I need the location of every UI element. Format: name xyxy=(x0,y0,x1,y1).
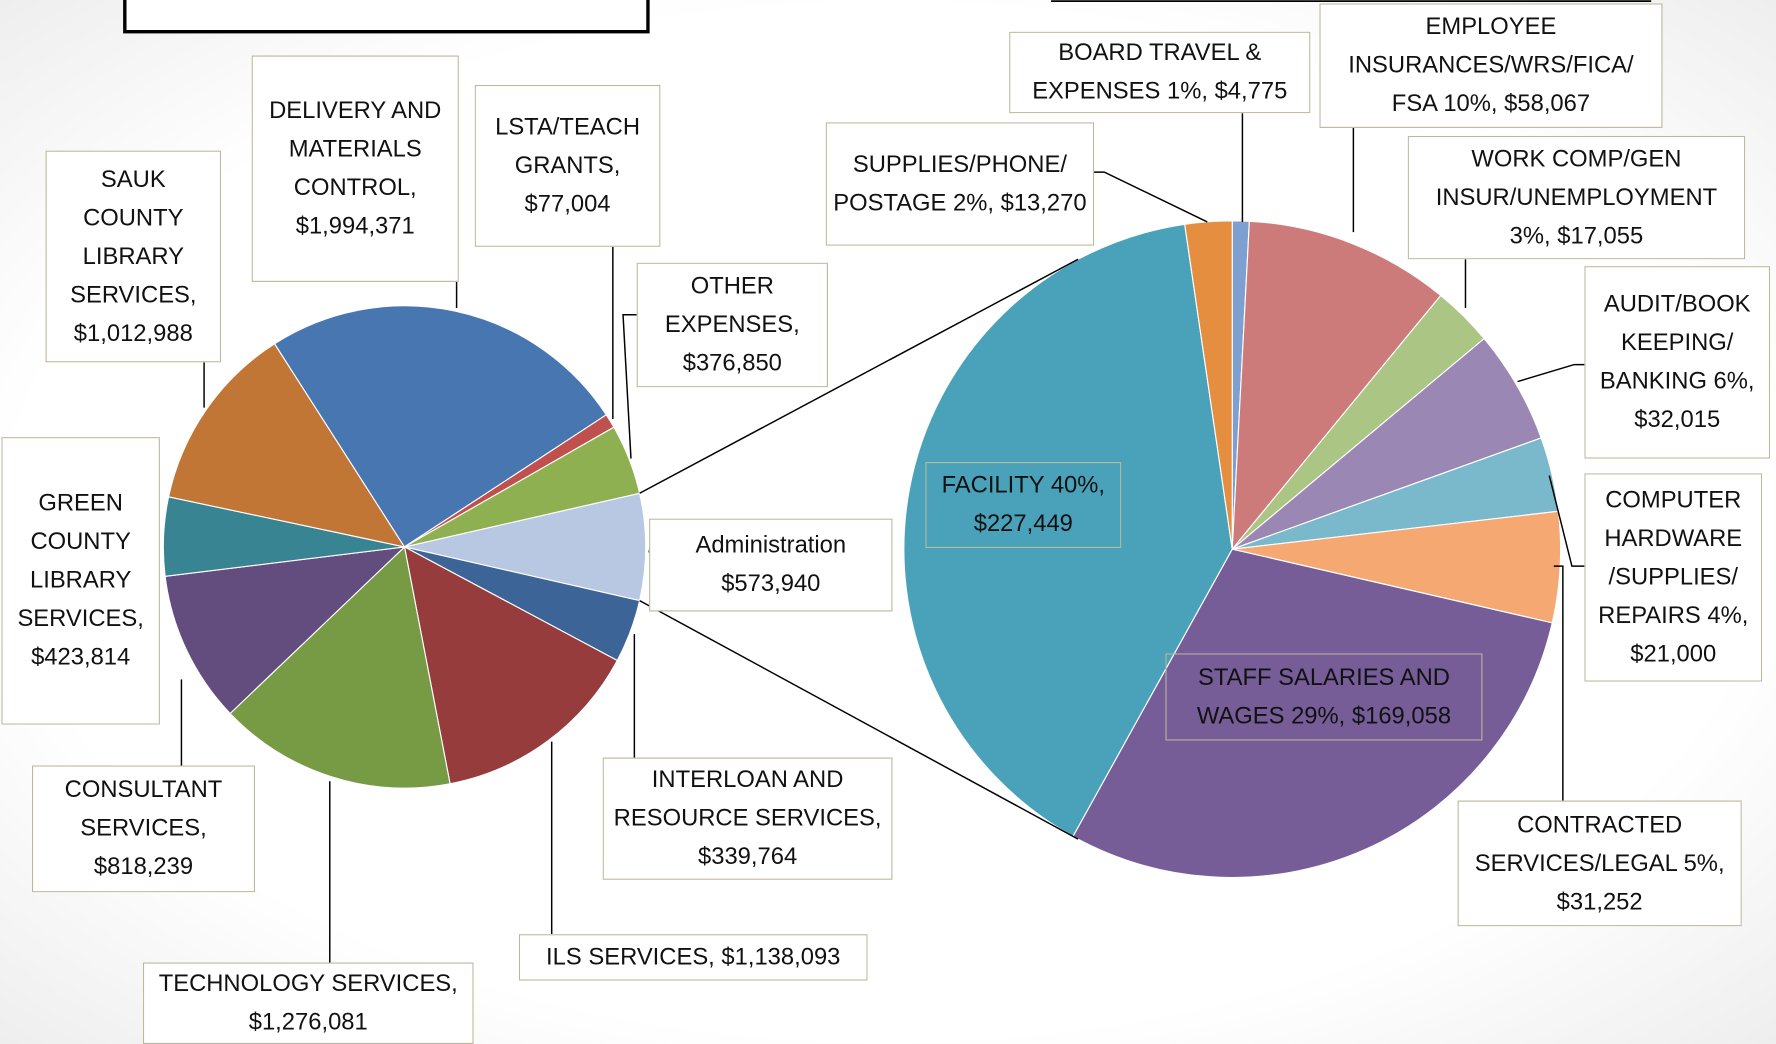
label-box: SUPPLIES/PHONE/ POSTAGE 2%, $13,270 xyxy=(825,122,1095,246)
label-box: GREEN COUNTY LIBRARY SERVICES, $423,814 xyxy=(1,437,160,725)
data-label: OTHER EXPENSES, $376,850 xyxy=(636,262,828,388)
label-box: AUDIT/BOOK KEEPING/ BANKING 6%, $32,015 xyxy=(1584,266,1771,459)
pie-slice xyxy=(404,492,647,602)
label-box: INTERLOAN AND RESOURCE SERVICES, $339,76… xyxy=(602,757,893,880)
label-box: FACILITY 40%, $227,449 xyxy=(925,461,1122,549)
data-label: SAUK COUNTY LIBRARY SERVICES, $1,012,988 xyxy=(45,150,222,363)
data-label: CONTRACTED SERVICES/LEGAL 5%, $31,252 xyxy=(1457,800,1742,927)
label-box: LSTA/TEACH GRANTS, $77,004 xyxy=(474,84,661,247)
label-box: COMPUTER HARDWARE /SUPPLIES/ REPAIRS 4%,… xyxy=(1584,473,1763,682)
data-label: INTERLOAN AND RESOURCE SERVICES, $339,76… xyxy=(602,757,893,880)
data-label: AUDIT/BOOK KEEPING/ BANKING 6%, $32,015 xyxy=(1584,266,1771,459)
label-box: EMPLOYEE INSURANCES/WRS/FICA/ FSA 10%, $… xyxy=(1319,3,1663,128)
data-label: LSTA/TEACH GRANTS, $77,004 xyxy=(474,84,661,247)
data-label: EMPLOYEE INSURANCES/WRS/FICA/ FSA 10%, $… xyxy=(1319,3,1663,128)
data-label: FACILITY 40%, $227,449 xyxy=(925,461,1122,549)
data-label: CONSULTANT SERVICES, $818,239 xyxy=(31,765,256,893)
data-label: STAFF SALARIES AND WAGES 29%, $169,058 xyxy=(1165,653,1483,741)
connector-line xyxy=(639,258,1079,494)
data-label: BOARD TRAVEL & EXPENSES 1%, $4,775 xyxy=(1009,31,1311,114)
pie-slice xyxy=(1184,220,1233,550)
label-box: WORK COMP/GEN INSUR/UNEMPLOYMENT 3%, $17… xyxy=(1407,135,1746,260)
pie-slice xyxy=(164,546,407,715)
pie-slice xyxy=(273,305,608,548)
data-label: TECHNOLOGY SERVICES, $1,276,081 xyxy=(142,962,474,1044)
data-label: SUPPLIES/PHONE/ POSTAGE 2%, $13,270 xyxy=(825,122,1095,246)
data-label: ILS SERVICES, $1,138,093 xyxy=(518,934,868,981)
label-box: OTHER EXPENSES, $376,850 xyxy=(636,262,828,388)
data-label: COMPUTER HARDWARE /SUPPLIES/ REPAIRS 4%,… xyxy=(1584,473,1763,682)
leader-line xyxy=(1094,171,1208,223)
pie-slice xyxy=(167,342,406,548)
label-box: STAFF SALARIES AND WAGES 29%, $169,058 xyxy=(1165,653,1483,741)
pie-slice xyxy=(1072,548,1553,879)
leader-line xyxy=(1553,565,1564,801)
title-box xyxy=(123,0,650,34)
connector-line xyxy=(639,599,1079,840)
label-box: CONSULTANT SERVICES, $818,239 xyxy=(31,765,256,893)
label-box: TECHNOLOGY SERVICES, $1,276,081 xyxy=(142,962,474,1044)
data-label: GREEN COUNTY LIBRARY SERVICES, $423,814 xyxy=(1,437,160,725)
pie-slice xyxy=(229,545,451,789)
data-label: Administration $573,940 xyxy=(649,518,893,612)
leader-line xyxy=(1548,475,1585,567)
label-box: DELIVERY AND MATERIALS CONTROL, $1,994,3… xyxy=(251,55,459,282)
pie-slice xyxy=(1231,220,1442,551)
data-label: WORK COMP/GEN INSUR/UNEMPLOYMENT 3%, $17… xyxy=(1407,135,1746,260)
label-box: ILS SERVICES, $1,138,093 xyxy=(518,934,868,981)
pie-slice xyxy=(403,545,619,785)
label-box: Administration $573,940 xyxy=(649,518,893,612)
label-box: BOARD TRAVEL & EXPENSES 1%, $4,775 xyxy=(1009,31,1311,114)
label-box: CONTRACTED SERVICES/LEGAL 5%, $31,252 xyxy=(1457,800,1742,927)
leader-line xyxy=(1517,363,1585,383)
data-label: DELIVERY AND MATERIALS CONTROL, $1,994,3… xyxy=(251,55,459,282)
label-box: SAUK COUNTY LIBRARY SERVICES, $1,012,988 xyxy=(45,150,222,363)
leader-line xyxy=(622,314,637,459)
